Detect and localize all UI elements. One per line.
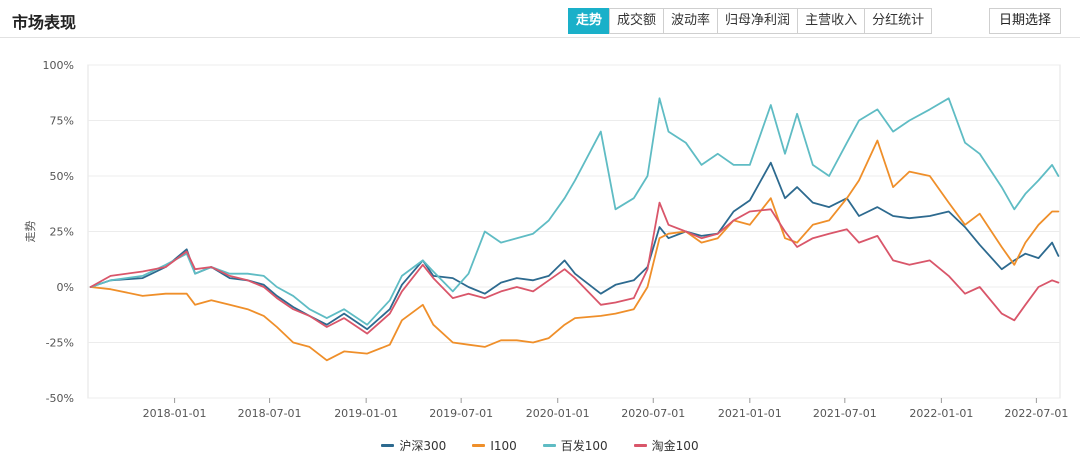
- x-tick-label: 2018-01-01: [143, 407, 207, 420]
- y-tick-label: 25%: [50, 226, 74, 239]
- legend-label: I100: [490, 438, 517, 453]
- tab-turnover[interactable]: 成交额: [609, 8, 665, 34]
- y-tick-label: 75%: [50, 115, 74, 128]
- header-divider: [0, 37, 1080, 38]
- tab-volatility[interactable]: 波动率: [663, 8, 719, 34]
- y-tick-label: -50%: [46, 392, 74, 405]
- legend-label: 淘金100: [651, 439, 699, 453]
- legend-swatch: [381, 444, 395, 447]
- legend-item-baifa100[interactable]: 百发100: [542, 437, 608, 454]
- x-tick-label: 2020-07-01: [621, 407, 685, 420]
- page-title: 市场表现: [12, 13, 77, 32]
- x-tick-label: 2018-07-01: [238, 407, 302, 420]
- legend-item-hs300[interactable]: 沪深300: [381, 437, 446, 454]
- y-tick-label: 100%: [43, 59, 74, 72]
- legend-label: 百发100: [560, 439, 608, 453]
- tab-net-profit[interactable]: 归母净利润: [717, 8, 799, 34]
- series-line-淘金100: [89, 201, 1060, 335]
- legend-item-i100[interactable]: I100: [472, 437, 517, 454]
- tab-trend[interactable]: 走势: [568, 8, 611, 34]
- x-tick-label: 2021-01-01: [718, 407, 782, 420]
- series-line-百发100: [89, 97, 1060, 326]
- legend-item-taojin100[interactable]: 淘金100: [633, 437, 699, 454]
- chart-legend: 沪深300 I100 百发100 淘金100: [0, 437, 1080, 454]
- legend-swatch: [472, 444, 486, 447]
- x-tick-label: 2022-07-01: [1004, 407, 1068, 420]
- x-tick-label: 2019-07-01: [429, 407, 493, 420]
- x-tick-label: 2022-01-01: [909, 407, 973, 420]
- series-line-沪深300: [89, 161, 1060, 331]
- tab-main-revenue[interactable]: 主营收入: [797, 8, 866, 34]
- series-line-I100: [89, 139, 1060, 362]
- legend-label: 沪深300: [399, 439, 447, 453]
- legend-swatch: [633, 444, 647, 447]
- y-axis-label: 走势: [24, 221, 37, 243]
- date-select-button[interactable]: 日期选择: [989, 8, 1062, 34]
- legend-swatch: [542, 444, 556, 447]
- line-chart: -50% -25% 0% 25% 50% 75% 100% 2018-01-01 2018-07…: [24, 59, 1068, 420]
- x-tick-label: 2021-07-01: [813, 407, 877, 420]
- x-tick-label: 2020-01-01: [526, 407, 590, 420]
- y-tick-label: 50%: [50, 170, 74, 183]
- chart-tabs: 走势 成交额 波动率 归母净利润 主营收入 分红统计: [568, 8, 933, 34]
- x-tick-label: 2019-01-01: [334, 407, 398, 420]
- y-tick-label: 0%: [57, 281, 74, 294]
- y-tick-label: -25%: [46, 337, 74, 350]
- tab-dividend-stats[interactable]: 分红统计: [864, 8, 933, 34]
